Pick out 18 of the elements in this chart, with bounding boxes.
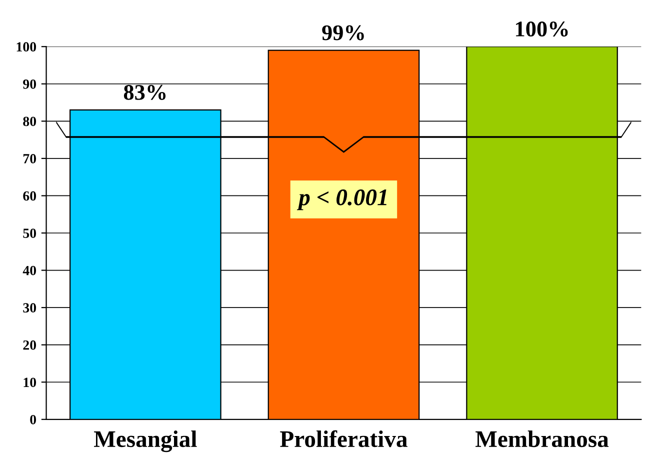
y-tick-label: 60 — [23, 191, 36, 201]
y-tick-label: 0 — [30, 414, 36, 424]
x-tick-label: Mesangial — [94, 430, 197, 452]
y-tick-label: 10 — [24, 378, 36, 388]
y-tick-label: 40 — [22, 266, 36, 276]
x-tick-label: Membranosa — [476, 430, 609, 448]
data-label: 100% — [516, 22, 568, 37]
y-tick-label: 50 — [23, 228, 36, 238]
y-tick-label: 80 — [23, 116, 36, 126]
y-tick-label: 100 — [16, 42, 36, 52]
data-label: 99% — [322, 25, 364, 40]
y-tick-label: 30 — [23, 303, 36, 313]
y-tick-label: 90 — [23, 79, 36, 89]
annotation: p < 0.001 — [296, 189, 386, 210]
y-tick-label: 20 — [23, 340, 36, 350]
data-label: 83% — [124, 84, 166, 100]
y-tick-label: 70 — [23, 154, 36, 164]
x-tick-label: Proliferativa — [280, 430, 408, 448]
